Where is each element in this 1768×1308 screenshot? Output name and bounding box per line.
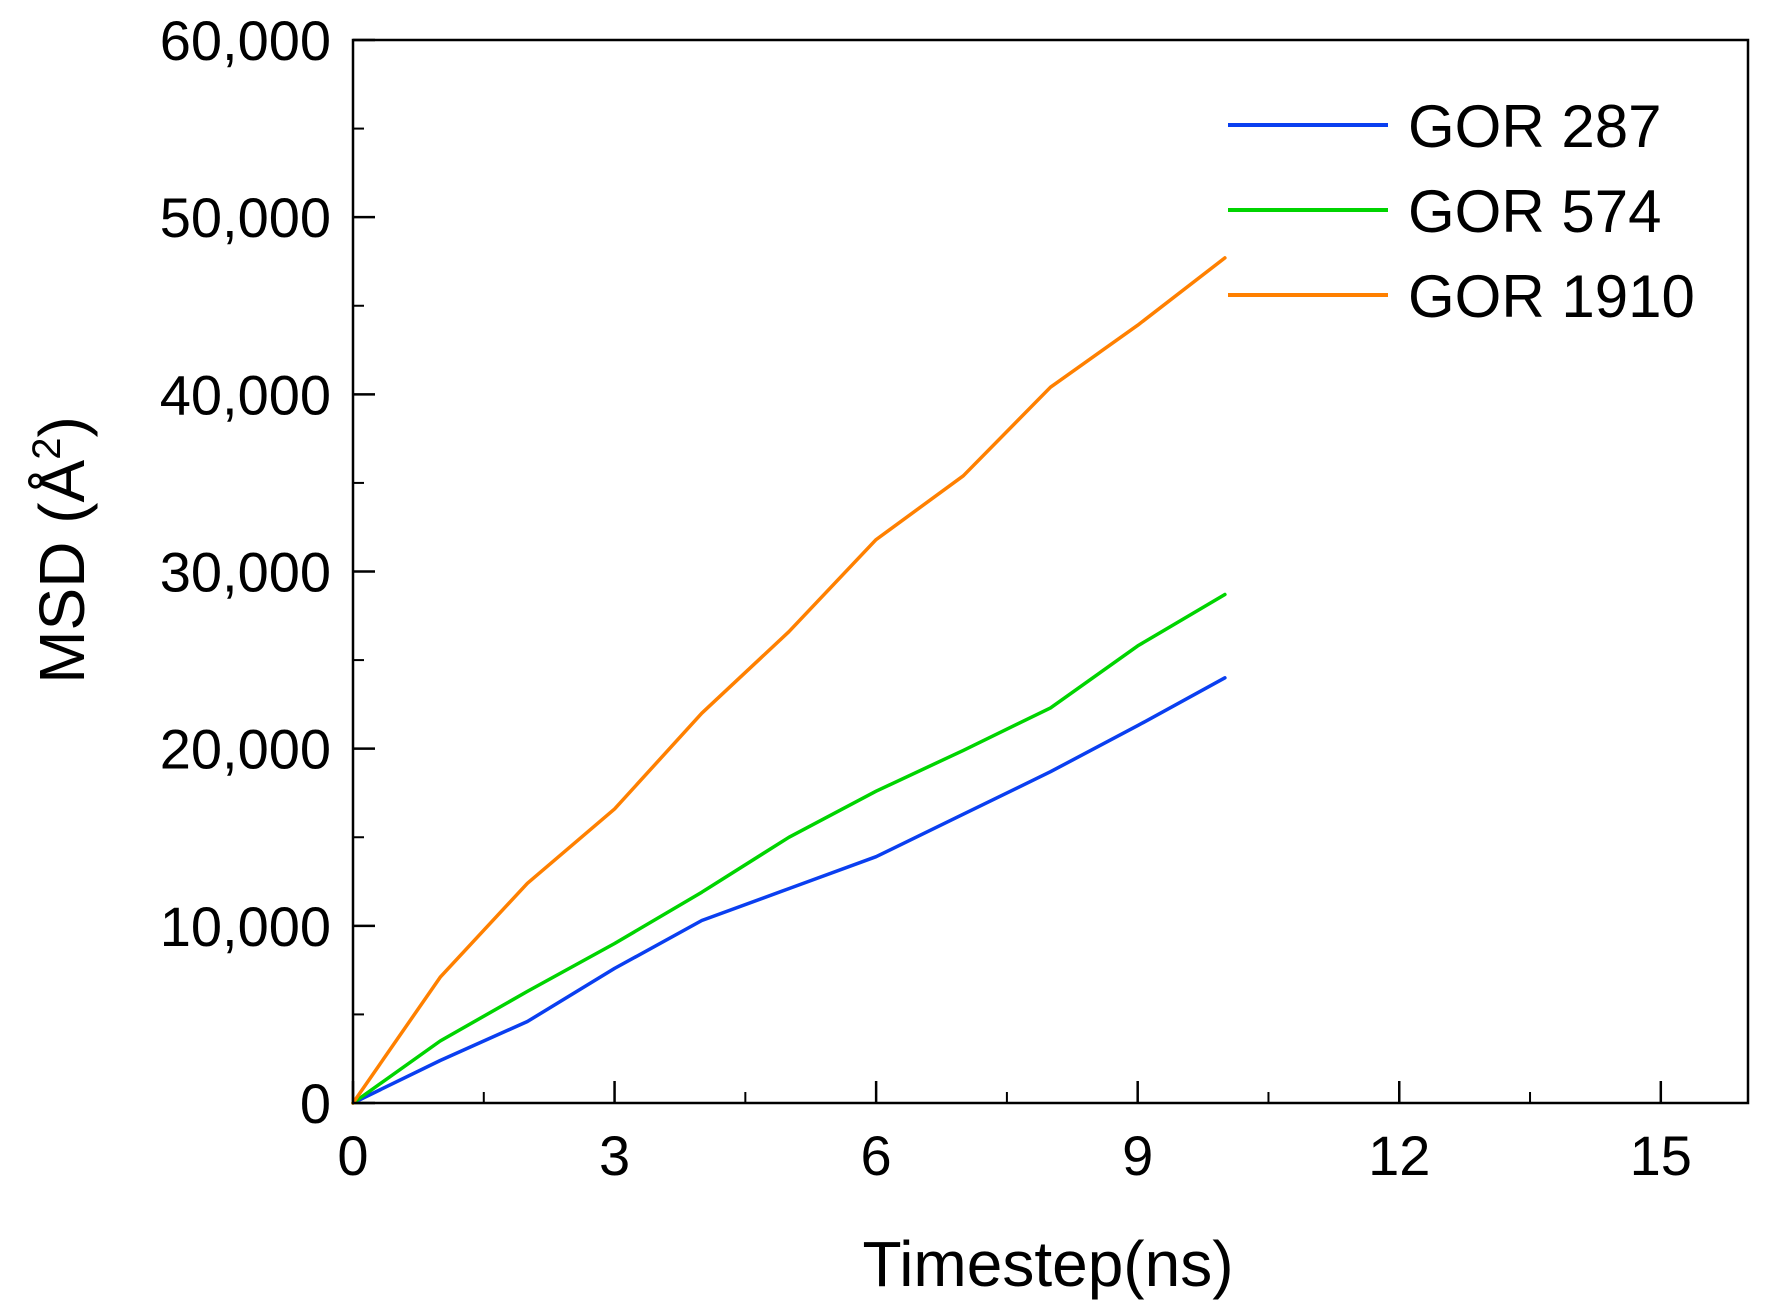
x-axis-title: Timestep(ns) (862, 1228, 1233, 1300)
y-tick-label: 0 (300, 1072, 331, 1135)
series-line-gor-287 (351, 676, 1227, 1105)
y-tick-label: 10,000 (160, 895, 331, 958)
y-axis-title-superscript: 2 (25, 438, 69, 460)
y-tick-label: 60,000 (160, 9, 331, 72)
y-tick-label: 30,000 (160, 541, 331, 604)
y-axis-title-close: ) (26, 416, 98, 437)
x-tick-label: 12 (1368, 1124, 1430, 1187)
x-tick-label: 6 (861, 1124, 892, 1187)
x-tick-label: 15 (1630, 1124, 1692, 1187)
series-line-gor-574 (351, 592, 1227, 1105)
y-axis-title-main: MSD (Å (26, 459, 98, 683)
x-tick-label: 3 (599, 1124, 630, 1187)
y-tick-label: 40,000 (160, 363, 331, 426)
x-tick-label: 9 (1122, 1124, 1153, 1187)
series-lines (351, 256, 1227, 1105)
x-tick-label: 0 (337, 1124, 368, 1187)
legend-label: GOR 1910 (1408, 263, 1695, 330)
series-line-gor-1910 (351, 256, 1227, 1105)
y-axis-title: MSD (Å2) (25, 416, 98, 684)
legend-label: GOR 574 (1408, 178, 1661, 245)
y-tick-labels: 0 10,000 20,000 30,000 40,000 50,000 60,000 (160, 9, 331, 1135)
y-tick-label: 20,000 (160, 718, 331, 781)
plot-frame (351, 38, 1750, 1105)
legend: GOR 287 GOR 574 GOR 1910 (1228, 93, 1695, 330)
legend-label: GOR 287 (1408, 93, 1661, 160)
y-tick-label: 50,000 (160, 186, 331, 249)
x-tick-labels: 0 3 6 9 12 15 (337, 1124, 1692, 1187)
